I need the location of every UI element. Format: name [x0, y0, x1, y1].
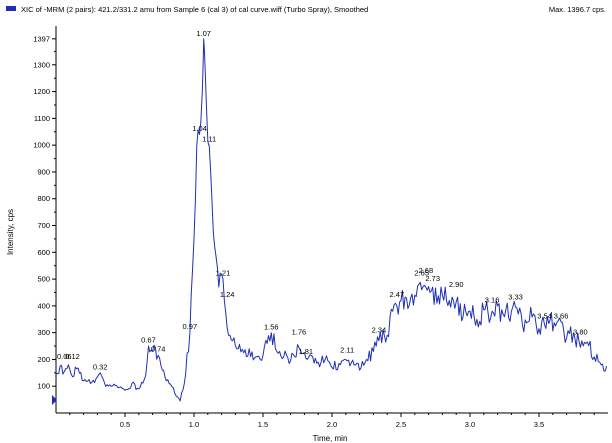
- peak-label: 0.12: [65, 352, 80, 361]
- y-tick-label: 500: [37, 275, 50, 284]
- y-tick-label: 100: [37, 382, 50, 391]
- y-tick-label: 1397: [33, 34, 50, 43]
- x-axis-label: Time, min: [313, 434, 348, 443]
- x-tick-label: 1.5: [258, 420, 268, 429]
- y-tick-label: 300: [37, 328, 50, 337]
- max-intensity-label: Max. 1396.7 cps.: [549, 5, 606, 14]
- peak-label: 1.07: [196, 29, 211, 38]
- peak-label: 0.74: [151, 345, 166, 354]
- y-tick-label: 600: [37, 248, 50, 257]
- peak-label: 2.65: [414, 269, 429, 278]
- y-tick-label: 1200: [33, 87, 50, 96]
- peak-label: 1.76: [292, 327, 307, 336]
- peak-label: 2.34: [372, 325, 387, 334]
- y-axis-ticks: 100 200 300 400 500 600 700 800 900 1000 1100 1200 1…: [33, 34, 56, 401]
- peak-label: 3.66: [554, 311, 569, 320]
- peak-label: 2.11: [340, 345, 354, 354]
- x-tick-label: 0.5: [120, 420, 130, 429]
- peak-label: 1.56: [264, 323, 279, 332]
- x-tick-label: 2.0: [327, 420, 337, 429]
- y-tick-label: 400: [37, 301, 50, 310]
- chart-title: XIC of -MRM (2 pairs): 421.2/331.2 amu f…: [21, 5, 368, 14]
- x-tick-label: 3.5: [534, 420, 544, 429]
- peak-label: 1.21: [216, 269, 231, 278]
- peak-label: 0.97: [183, 322, 198, 331]
- peak-label: 2.90: [449, 280, 464, 289]
- peak-label: 3.16: [485, 295, 500, 304]
- y-tick-label: 1300: [33, 60, 50, 69]
- peak-label: 1.04: [192, 124, 207, 133]
- y-tick-label: 1000: [33, 141, 50, 150]
- peak-labels: 0.060.12 0.32 0.670.74 0.97 1.04 1.07 1.11 1.21…: [57, 29, 588, 371]
- y-axis-label: Intensity, cps: [6, 209, 15, 255]
- x-tick-label: 2.5: [396, 420, 406, 429]
- y-tick-label: 900: [37, 167, 50, 176]
- peak-label: 3.54: [537, 311, 552, 320]
- legend-swatch: [6, 6, 16, 11]
- peak-label: 0.06: [57, 352, 72, 361]
- peak-label: 2.47: [390, 290, 405, 299]
- peak-label: 2.73: [425, 274, 440, 283]
- y-tick-label: 1100: [34, 114, 50, 123]
- x-tick-label: 1.0: [189, 420, 199, 429]
- peak-label: 0.32: [93, 362, 108, 371]
- peak-label: 3.33: [508, 293, 523, 302]
- x-axis-ticks: 0.5 1.0 1.5 2.0 2.5 3.0 3.5: [69, 413, 595, 429]
- peak-label: 1.11: [202, 135, 216, 144]
- peak-label: 0.67: [141, 336, 156, 345]
- peak-label: 3.80: [573, 327, 588, 336]
- x-tick-label: 3.0: [465, 420, 475, 429]
- y-tick-label: 200: [37, 355, 50, 364]
- series-line: [55, 38, 608, 402]
- baseline-marker-icon: [52, 395, 57, 405]
- y-tick-label: 800: [37, 194, 50, 203]
- peak-label: 1.24: [220, 290, 235, 299]
- y-tick-label: 700: [37, 221, 50, 230]
- peak-label: 2.68: [419, 266, 434, 275]
- peak-label: 1.81: [298, 347, 313, 356]
